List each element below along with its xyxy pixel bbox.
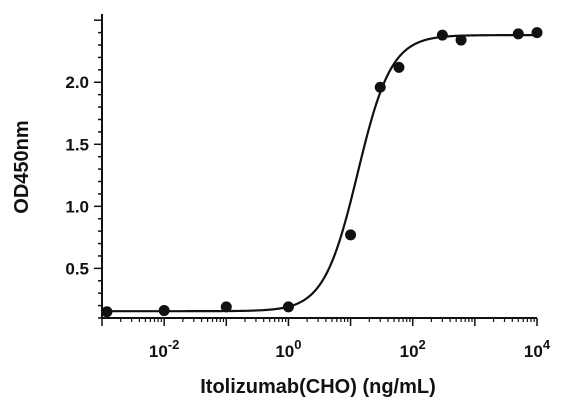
x-tick-label: 104: [524, 337, 551, 361]
data-point: [512, 28, 524, 40]
data-points-layer: [101, 27, 543, 318]
x-tick-label: 10-2: [149, 337, 179, 361]
y-tick-label: 2.0: [65, 73, 89, 92]
data-point: [393, 61, 405, 73]
tick-labels: 0.5 1.0 1.5 2.0 10-2 100 102 104: [65, 73, 550, 361]
data-point: [374, 81, 386, 93]
data-point: [101, 306, 113, 318]
data-point: [220, 301, 232, 313]
y-axis-title: OD450nm: [11, 120, 33, 213]
data-point: [158, 305, 170, 317]
y-tick-label: 1.5: [65, 135, 89, 154]
x-tick-label: 100: [275, 337, 301, 361]
data-point: [436, 29, 448, 41]
data-point: [531, 27, 543, 39]
fit-curve-layer: [102, 34, 537, 313]
data-point: [282, 301, 294, 313]
x-axis-title: Itolizumab(CHO) (ng/mL): [200, 376, 436, 398]
data-point: [455, 34, 467, 46]
y-tick-label: 0.5: [65, 259, 89, 278]
fit-curve: [102, 34, 537, 313]
x-tick-label: 102: [400, 337, 426, 361]
y-tick-label: 1.0: [65, 197, 89, 216]
axes: [94, 14, 538, 326]
data-point: [345, 229, 357, 241]
